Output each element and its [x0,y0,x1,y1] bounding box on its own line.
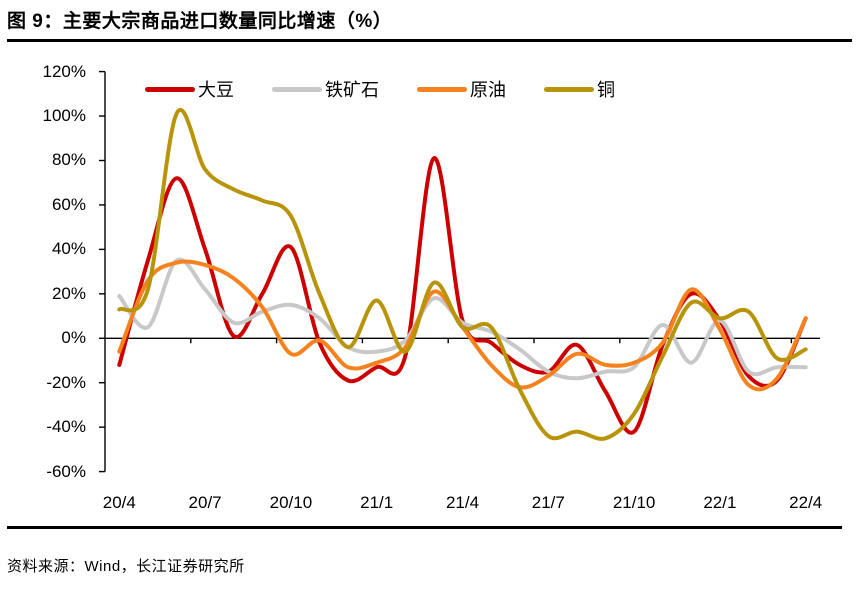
x-axis-label: 22/1 [703,493,737,512]
legend-swatch-crude-oil [417,86,467,92]
chart-legend: 大豆 铁矿石 原油 铜 [145,77,615,101]
legend-label-iron-ore: 铁矿石 [325,80,379,100]
legend-label-soybean: 大豆 [198,80,234,100]
x-axis-label: 20/10 [269,493,313,512]
x-axis-label: 20/4 [102,493,136,512]
x-axis-label: 21/10 [612,493,656,512]
y-axis-label: 120% [42,61,86,81]
legend-swatch-soybean [145,86,195,92]
x-axis-label: 21/1 [360,493,394,512]
legend-item-crude-oil: 原油 [417,76,506,102]
y-axis-label: 60% [51,194,86,214]
legend-swatch-copper [544,86,594,92]
x-axis-label: 20/7 [188,493,222,512]
chart-title: 图 9：主要大宗商品进口数量同比增速（%） [7,11,393,32]
y-axis-label: 40% [51,239,86,259]
x-axis-label: 21/4 [445,493,480,512]
y-axis-label: -20% [46,372,86,392]
y-axis-label: 20% [51,283,86,303]
y-axis-label: 0% [61,328,86,348]
title-rule [7,39,852,42]
x-axis-label: 22/4 [789,493,823,512]
legend-item-iron-ore: 铁矿石 [272,76,379,102]
series-line-iron-ore [117,257,808,381]
legend-label-copper: 铜 [597,80,615,100]
y-axis-label: -40% [46,417,86,437]
x-axis-label: 21/7 [531,493,565,512]
legend-item-soybean: 大豆 [145,76,234,102]
series-line-copper [117,108,808,441]
legend-label-crude-oil: 原油 [470,80,506,100]
footer-source: 资料来源：Wind，长江证券研究所 [7,558,245,575]
legend-swatch-iron-ore [272,86,322,92]
y-axis-label: 100% [42,106,86,126]
y-axis-label: 80% [51,150,86,170]
footer-rule [7,526,842,529]
legend-item-copper: 铜 [544,76,615,102]
y-axis-label: -60% [46,461,86,481]
